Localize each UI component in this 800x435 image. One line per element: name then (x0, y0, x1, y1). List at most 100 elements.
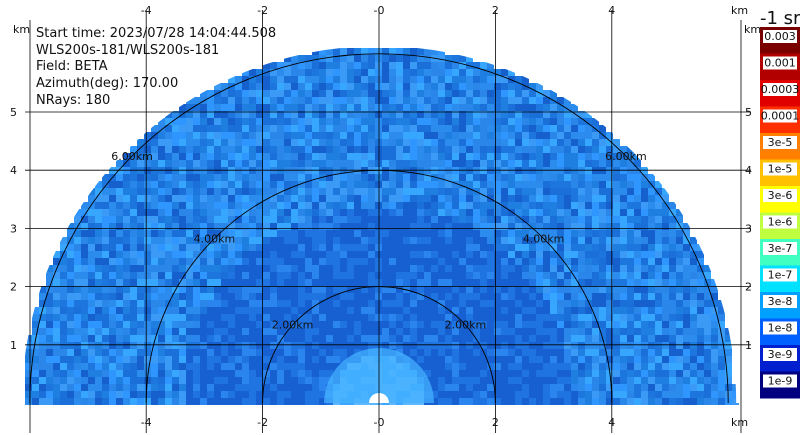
field-cell (417, 188, 424, 195)
field-cell (207, 188, 214, 195)
field-cell (445, 188, 452, 195)
field-cell (333, 160, 340, 167)
field-cell (270, 118, 277, 125)
field-cell (298, 335, 305, 342)
field-cell (186, 174, 193, 181)
field-cell (529, 118, 536, 125)
field-cell (494, 216, 501, 223)
field-cell (179, 174, 186, 181)
field-cell (340, 293, 347, 300)
field-cell (396, 279, 403, 286)
field-cell (207, 223, 214, 230)
field-cell (270, 328, 277, 335)
y-tick-label-right: 3 (745, 222, 752, 235)
field-cell (242, 251, 249, 258)
field-cell (641, 209, 648, 216)
field-cell (340, 286, 347, 293)
field-cell (221, 286, 228, 293)
field-cell (704, 398, 711, 405)
field-cell (466, 321, 473, 328)
field-cell (88, 223, 95, 230)
field-cell (452, 62, 459, 69)
field-cell (270, 111, 277, 118)
field-cell (375, 69, 382, 76)
field-cell (256, 216, 263, 223)
field-cell (655, 363, 662, 370)
field-cell (109, 363, 116, 370)
field-cell (291, 335, 298, 342)
field-cell (123, 202, 130, 209)
field-cell (424, 209, 431, 216)
field-cell (319, 272, 326, 279)
field-cell (508, 237, 515, 244)
field-cell (347, 216, 354, 223)
field-cell (501, 391, 508, 398)
field-cell (599, 216, 606, 223)
field-cell (256, 153, 263, 160)
field-cell (522, 293, 529, 300)
field-cell (676, 293, 683, 300)
field-cell (452, 188, 459, 195)
field-cell (578, 251, 585, 258)
field-cell (403, 265, 410, 272)
field-cell (193, 188, 200, 195)
field-cell (179, 314, 186, 321)
field-cell (347, 223, 354, 230)
field-cell (697, 328, 704, 335)
field-cell (207, 230, 214, 237)
field-cell (662, 293, 669, 300)
field-cell (473, 62, 480, 69)
field-cell (95, 356, 102, 363)
field-cell (186, 300, 193, 307)
field-cell (494, 377, 501, 384)
field-cell (88, 335, 95, 342)
field-cell (389, 307, 396, 314)
field-cell (473, 300, 480, 307)
field-cell (326, 293, 333, 300)
field-cell (522, 146, 529, 153)
field-cell (578, 258, 585, 265)
field-cell (242, 90, 249, 97)
field-cell (284, 377, 291, 384)
field-cell (354, 125, 361, 132)
field-cell (116, 370, 123, 377)
field-cell (81, 230, 88, 237)
field-cell (431, 265, 438, 272)
field-cell (438, 118, 445, 125)
field-cell (221, 111, 228, 118)
field-cell (375, 286, 382, 293)
field-cell (228, 286, 235, 293)
field-cell (382, 237, 389, 244)
field-cell (221, 216, 228, 223)
field-cell (74, 258, 81, 265)
field-cell (123, 384, 130, 391)
field-cell (151, 202, 158, 209)
field-cell (249, 398, 256, 405)
field-cell (669, 202, 676, 209)
field-cell (144, 160, 151, 167)
field-cell (543, 384, 550, 391)
field-cell (452, 132, 459, 139)
field-cell (228, 118, 235, 125)
field-cell (200, 132, 207, 139)
field-cell (662, 300, 669, 307)
field-cell (53, 293, 60, 300)
field-cell (270, 76, 277, 83)
field-cell (564, 279, 571, 286)
field-cell (480, 370, 487, 377)
field-cell (473, 223, 480, 230)
field-cell (312, 188, 319, 195)
field-cell (585, 237, 592, 244)
field-cell (508, 216, 515, 223)
field-cell (571, 237, 578, 244)
field-cell (158, 188, 165, 195)
field-cell (424, 342, 431, 349)
field-cell (298, 195, 305, 202)
field-cell (648, 384, 655, 391)
field-cell (333, 125, 340, 132)
field-cell (697, 377, 704, 384)
field-cell (368, 258, 375, 265)
field-cell (109, 398, 116, 405)
field-cell (228, 216, 235, 223)
field-cell (172, 265, 179, 272)
